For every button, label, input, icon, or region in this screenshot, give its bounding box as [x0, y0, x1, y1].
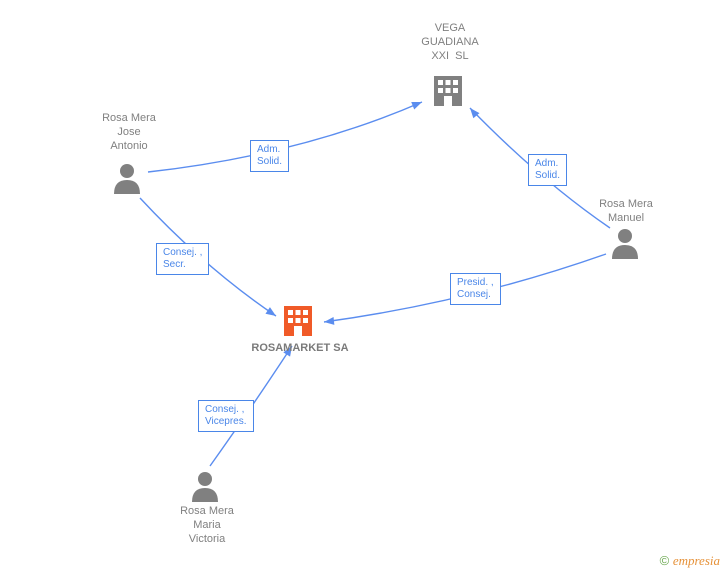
edge-label: Consej. , Vicepres.: [198, 400, 254, 432]
node-label-victoria: Rosa Mera Maria Victoria: [177, 505, 237, 546]
building-icon: [430, 72, 466, 108]
person-icon: [610, 227, 640, 259]
diagram-canvas: VEGA GUADIANA XXI SL ROSAMARKET SA Rosa …: [0, 0, 728, 575]
brand-name: empresia: [673, 553, 720, 568]
person-icon: [190, 470, 220, 502]
node-label-jose: Rosa Mera Jose Antonio: [99, 112, 159, 153]
node-label-rosamarket: ROSAMARKET SA: [250, 342, 350, 356]
edge-label: Presid. , Consej.: [450, 273, 501, 305]
edges-layer: [0, 0, 728, 575]
building-icon-highlight: [280, 302, 316, 338]
copyright-symbol: ©: [660, 553, 670, 568]
node-label-vega: VEGA GUADIANA XXI SL: [420, 22, 480, 63]
node-label-manuel: Rosa Mera Manuel: [593, 198, 659, 226]
edge-label: Adm. Solid.: [250, 140, 289, 172]
edge-label: Adm. Solid.: [528, 154, 567, 186]
watermark: © empresia: [660, 553, 720, 569]
person-icon: [112, 162, 142, 194]
edge-label: Consej. , Secr.: [156, 243, 209, 275]
